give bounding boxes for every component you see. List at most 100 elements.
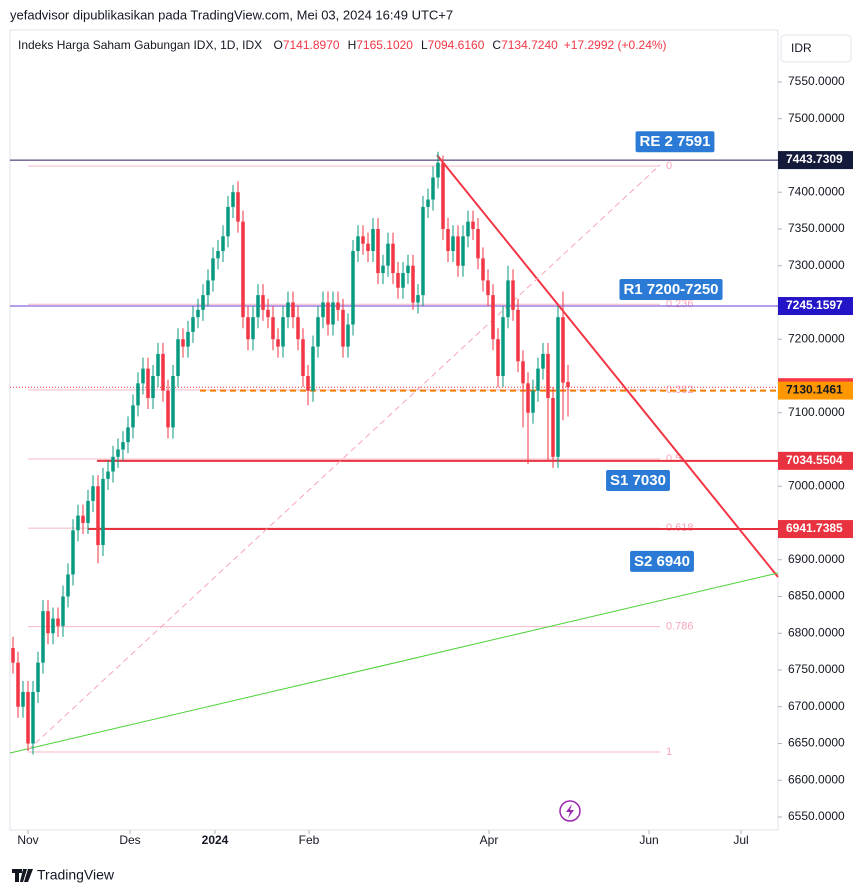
candle-body <box>466 221 470 237</box>
y-tick-label: 7200.0000 <box>788 331 845 345</box>
symbol-name: Indeks Harga Saham Gabungan IDX, 1D, IDX <box>18 38 262 52</box>
annotation: R1 7200-7250 <box>619 278 723 300</box>
y-tick-label: 7300.0000 <box>788 258 845 272</box>
annotation: S2 6940 <box>630 550 694 572</box>
y-tick-label: 7500.0000 <box>788 111 845 125</box>
y-tick-label: 6650.0000 <box>788 736 845 750</box>
candle-body <box>316 317 320 347</box>
price-label: 7034.5504 <box>786 453 843 467</box>
candle-body <box>236 192 240 222</box>
currency-button[interactable] <box>780 34 852 63</box>
candle-body <box>436 162 440 178</box>
y-tick-label: 7000.0000 <box>788 478 845 492</box>
candle-body <box>511 280 515 310</box>
fib-label: 0 <box>666 160 672 172</box>
candle-body <box>256 295 260 318</box>
candle-body <box>31 692 35 744</box>
candle-body <box>101 478 105 546</box>
candle-body <box>171 375 175 428</box>
candle-body <box>16 662 20 707</box>
legend-change: +17.2992 (+0.24%) <box>564 38 667 52</box>
symbol-legend: Indeks Harga Saham Gabungan IDX, 1D, IDX… <box>18 38 667 52</box>
candle-body <box>356 236 360 252</box>
candle-body <box>211 258 215 281</box>
candle-body <box>156 353 160 376</box>
candle-body <box>551 398 555 457</box>
candle-body <box>371 228 375 252</box>
x-tick-label: Feb <box>299 833 320 847</box>
legend-value: 7141.8970 <box>283 38 340 52</box>
legend-value: 7134.7240 <box>501 38 558 52</box>
candle-body <box>151 375 155 399</box>
candle-body <box>91 486 95 501</box>
candle-body <box>331 302 335 325</box>
annotation-box <box>619 278 723 300</box>
trend-line <box>27 164 661 751</box>
candle-body <box>196 309 200 318</box>
candle-body <box>461 236 465 266</box>
candle-body <box>491 295 495 340</box>
candle-body <box>206 280 210 296</box>
candle-body <box>26 692 30 744</box>
annotation: RE 2 7591 <box>635 131 715 153</box>
candle-body <box>161 353 165 391</box>
candle-body <box>141 368 145 384</box>
candle-body <box>471 221 475 229</box>
candle-body <box>121 442 125 450</box>
candle-body <box>216 251 220 259</box>
price-label-box <box>778 151 853 170</box>
annotation-text: R1 7200-7250 <box>623 281 718 298</box>
candle-body <box>426 199 430 207</box>
x-tick-label: Jun <box>639 833 658 847</box>
candle-body <box>131 405 135 428</box>
candle-body <box>366 243 370 252</box>
y-tick-label: 7550.0000 <box>788 74 845 88</box>
y-tick-label: 6800.0000 <box>788 625 845 639</box>
trend-line <box>9 572 779 754</box>
candle-body <box>96 486 100 546</box>
fib-label: 0.5 <box>666 453 681 465</box>
annotation-text: S2 6940 <box>634 553 690 570</box>
candle-body <box>416 295 420 303</box>
x-tick-label: Apr <box>480 833 499 847</box>
trend-line <box>436 154 779 578</box>
candle-body <box>556 317 560 457</box>
y-tick-label: 6850.0000 <box>788 589 845 603</box>
fib-label: 0.236 <box>666 298 694 310</box>
legend-key: O <box>273 38 282 52</box>
candle-body <box>486 280 490 296</box>
legend-key: L <box>421 38 428 52</box>
candle-body <box>401 273 405 288</box>
currency-label[interactable]: IDR <box>791 41 812 55</box>
candle-body <box>346 324 350 347</box>
candle-body <box>226 206 230 237</box>
x-tick-label: Jul <box>733 833 748 847</box>
candle-body <box>321 302 325 318</box>
candle-body <box>566 381 570 388</box>
x-tick-label: 2024 <box>202 833 229 847</box>
y-tick-label: 7100.0000 <box>788 405 845 419</box>
candle-body <box>291 302 295 318</box>
candle-body <box>266 309 270 318</box>
annotation-text: RE 2 7591 <box>640 133 711 150</box>
legend-key: H <box>348 38 357 52</box>
candle-body <box>516 309 520 362</box>
fib-label: 1 <box>666 746 672 758</box>
candle-body <box>251 317 255 340</box>
y-tick-label: 7350.0000 <box>788 221 845 235</box>
price-axis: 6550.0000 6600.0000 6650.0000 6700.0000 6750… <box>778 74 853 823</box>
candle-body <box>231 192 235 207</box>
candle-body <box>86 500 90 523</box>
candle-body <box>146 368 150 399</box>
price-label: 7130.1461 <box>786 383 843 397</box>
price-label-box <box>778 520 853 539</box>
candle-body <box>391 243 395 274</box>
candle-body <box>111 456 115 472</box>
candle-body <box>46 611 50 634</box>
candle-body <box>136 383 140 406</box>
candle-body <box>71 530 75 575</box>
candle-body <box>351 251 355 325</box>
